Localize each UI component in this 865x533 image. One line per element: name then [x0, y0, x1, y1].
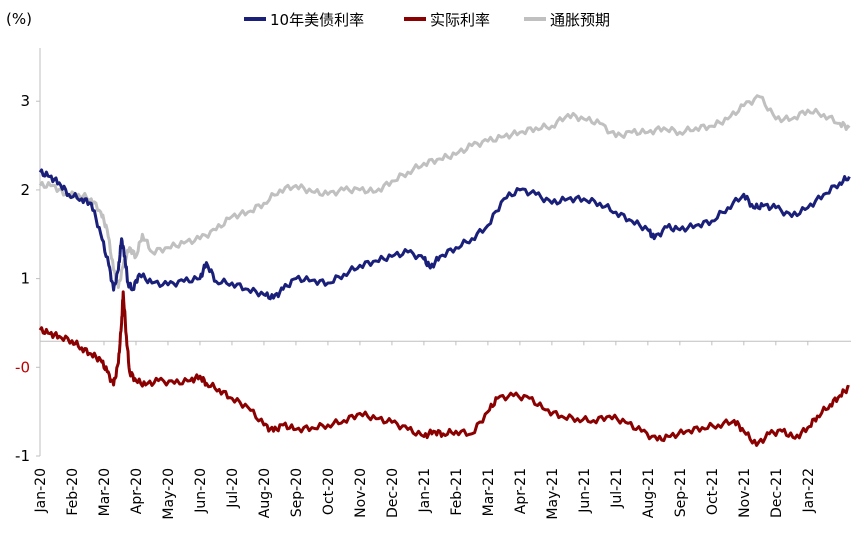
- x-tick-label: Nov-20: [353, 468, 369, 518]
- legend: 10年美债利率 实际利率 通胀预期: [244, 11, 610, 29]
- y-axis-unit: (%): [6, 10, 32, 28]
- y-tick-label: 1: [20, 270, 30, 288]
- legend-label: 通胀预期: [550, 11, 610, 29]
- x-tick-label: Apr-21: [513, 468, 529, 514]
- y-tick-label: 2: [20, 181, 30, 199]
- x-tick-label: Aug-21: [641, 468, 657, 518]
- x-tick-label: Aug-20: [257, 468, 273, 518]
- y-tick-label: -1: [15, 447, 30, 465]
- x-tick-label: Nov-21: [737, 468, 753, 518]
- x-tick-label: Jan-20: [33, 468, 49, 513]
- x-tick-label: Feb-21: [449, 468, 465, 516]
- x-tick-label: Mar-21: [481, 468, 497, 516]
- x-tick-label: Oct-21: [705, 468, 721, 515]
- y-tick-label: 3: [20, 92, 30, 110]
- y-axis: 3 2 1 -0 -1: [15, 48, 41, 465]
- series-line-0: [38, 168, 851, 301]
- x-tick-label: Sep-21: [673, 468, 689, 517]
- x-tick-label: May-21: [545, 468, 561, 520]
- x-tick-label: Apr-20: [129, 468, 145, 514]
- x-tick-label: Jan-22: [801, 468, 817, 513]
- x-tick-label: Sep-20: [289, 468, 305, 517]
- x-axis: Jan-20 Feb-20 Mar-20 Apr-20 May-20 Jun-20 Jul-…: [33, 340, 851, 520]
- series-layer: [38, 94, 851, 447]
- series-line-2: [38, 94, 851, 289]
- legend-label: 10年美债利率: [270, 11, 364, 29]
- x-tick-label: May-20: [161, 468, 177, 520]
- legend-label: 实际利率: [430, 11, 490, 29]
- x-tick-label: Jun-21: [577, 468, 593, 514]
- x-tick-label: Feb-20: [65, 468, 81, 516]
- x-tick-label: Jul-20: [225, 468, 241, 509]
- x-tick-label: Jan-21: [417, 468, 433, 513]
- x-tick-label: Jul-21: [609, 468, 625, 509]
- x-tick-label: Dec-20: [385, 468, 401, 518]
- y-tick-label: -0: [15, 358, 30, 376]
- x-tick-label: Jun-20: [193, 468, 209, 514]
- x-tick-label: Oct-20: [321, 468, 337, 515]
- x-tick-label: Dec-21: [769, 468, 785, 518]
- series-line-1: [38, 290, 850, 447]
- x-tick-label: Mar-20: [97, 468, 113, 516]
